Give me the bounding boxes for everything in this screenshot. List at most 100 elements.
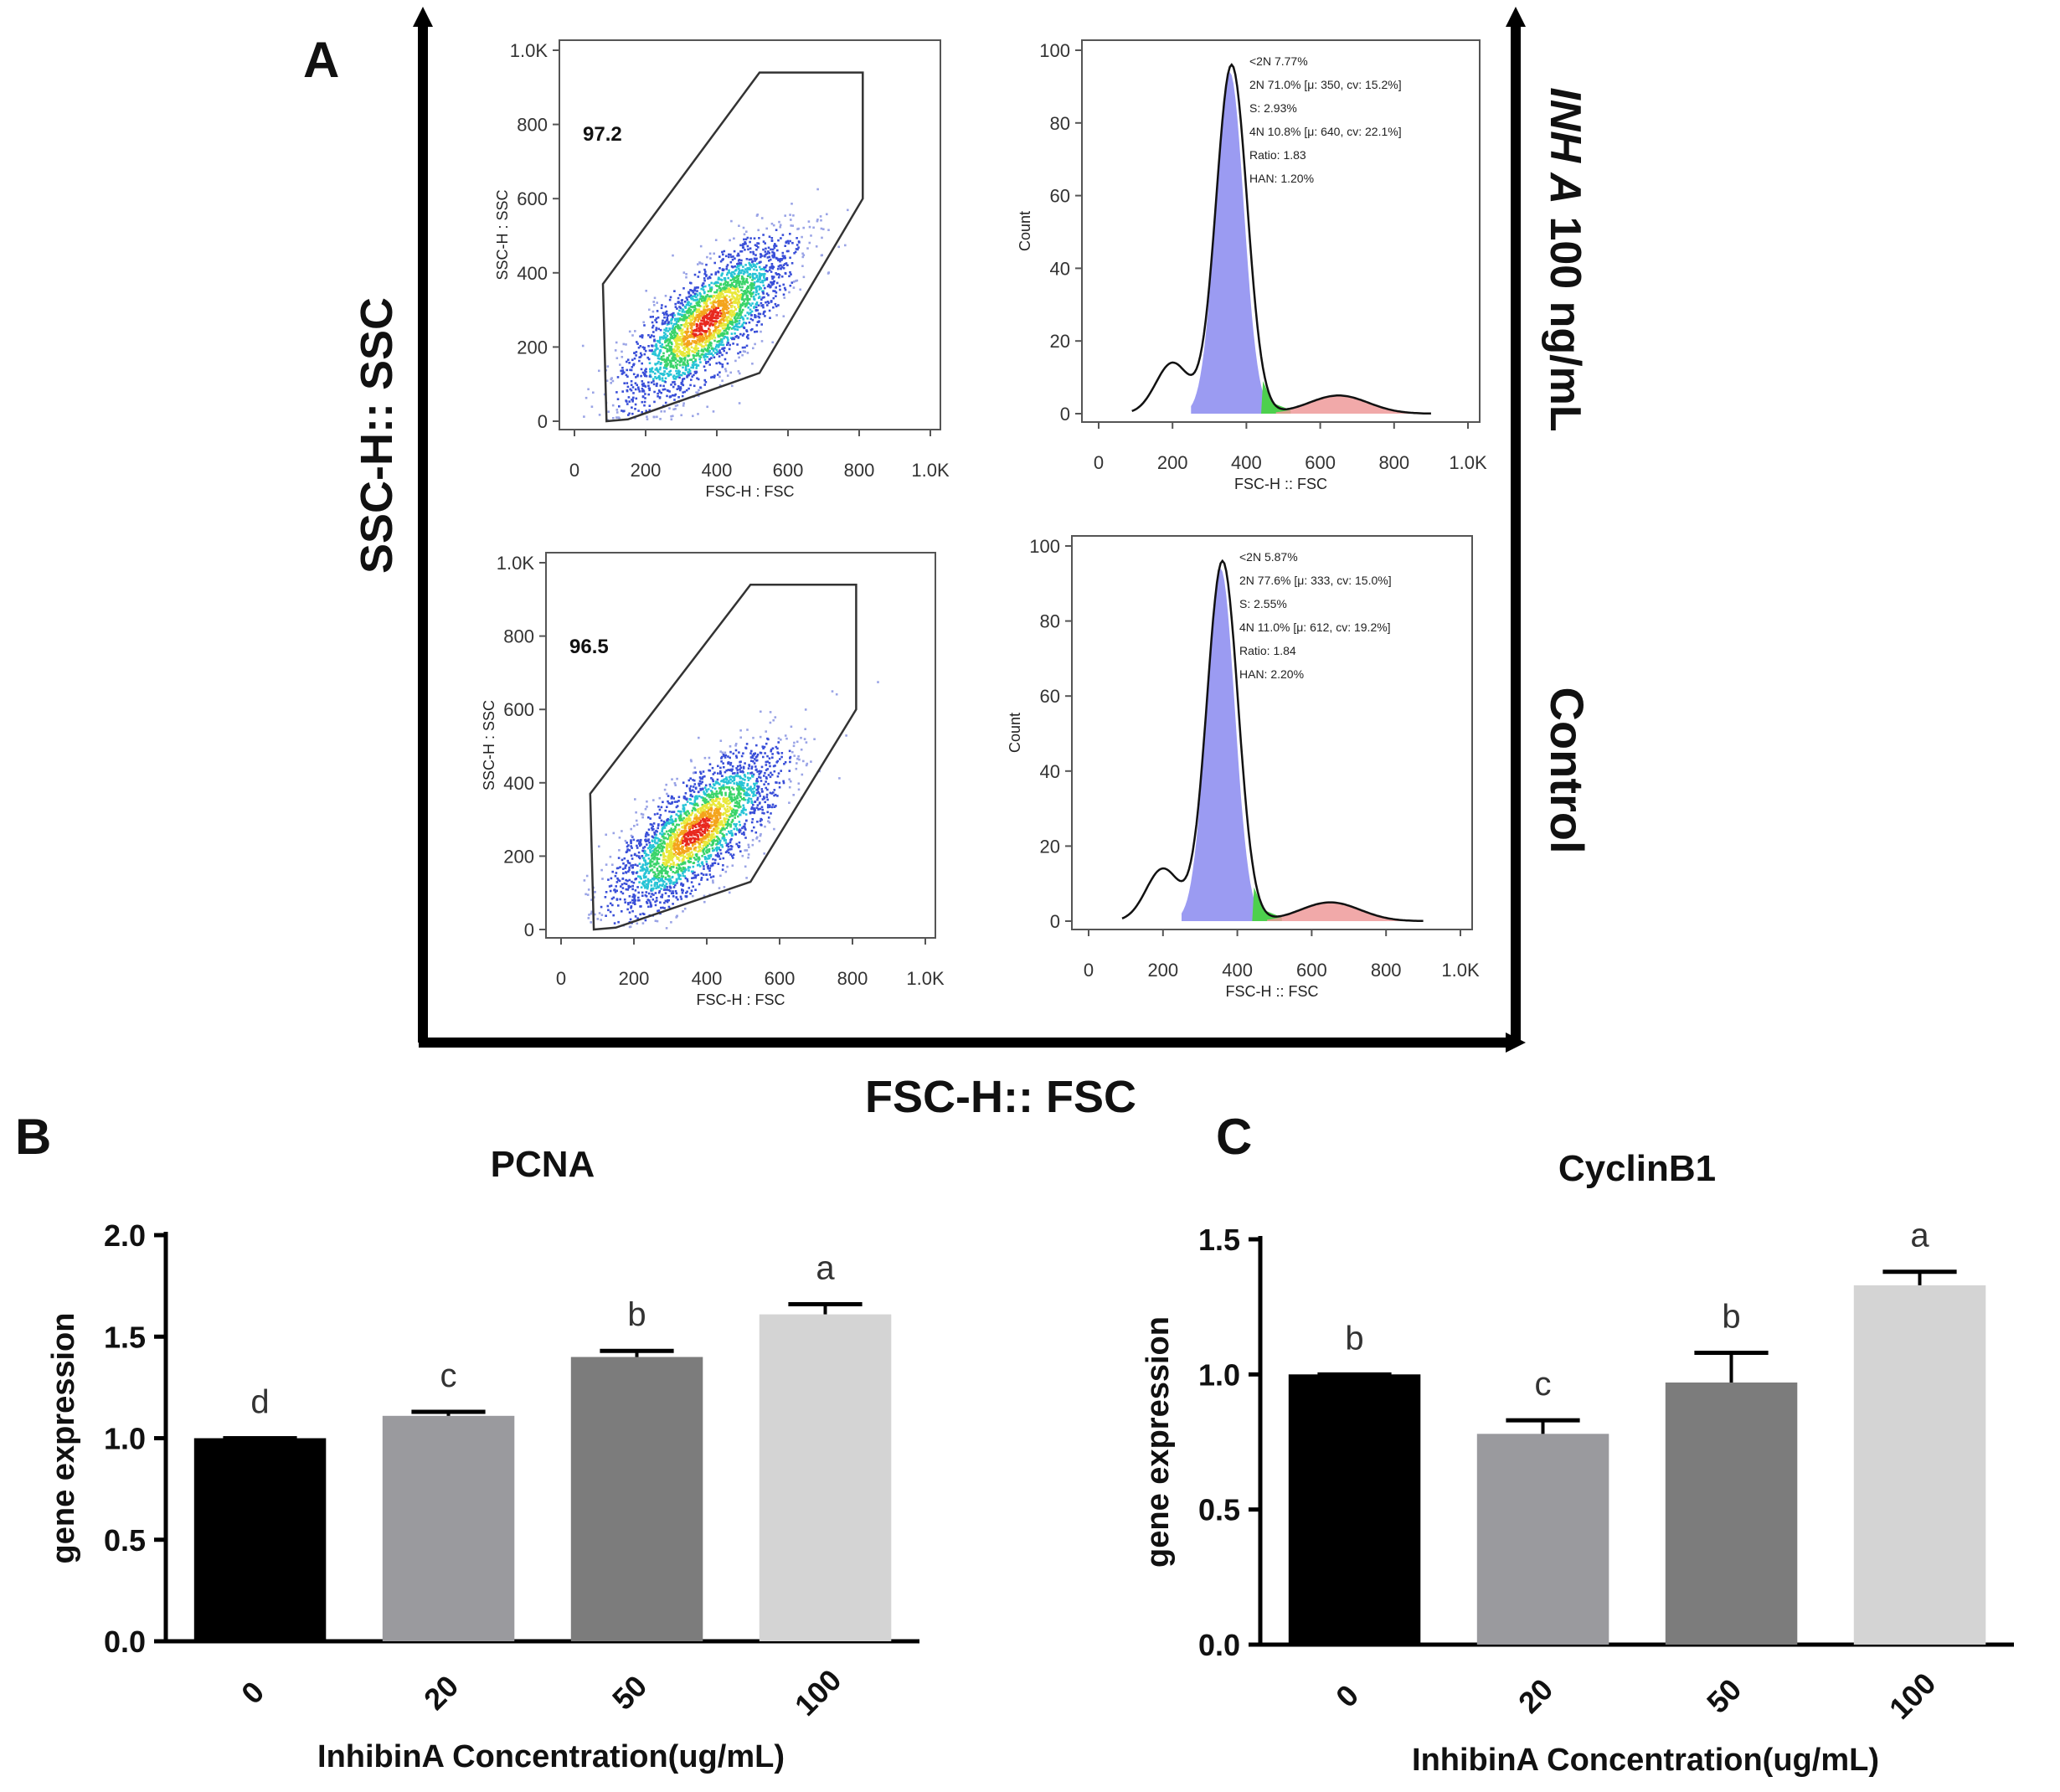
cell-cycle-stat: <2N 7.77% bbox=[1249, 54, 1308, 68]
s-phase bbox=[1261, 380, 1291, 414]
bar-y-tick-label: 0.5 bbox=[1198, 1493, 1240, 1527]
hist-x-axis-label: FSC-H :: FSC bbox=[1226, 983, 1319, 1000]
scatter-y-tick-label: 0 bbox=[538, 411, 548, 432]
cell-cycle-stat: 2N 77.6% [μ: 333, cv: 15.0%] bbox=[1239, 574, 1392, 587]
row-label-bottom: Control bbox=[1541, 687, 1594, 853]
bar-x-tick-label: 100 bbox=[1882, 1666, 1942, 1725]
hist-frame bbox=[1071, 535, 1473, 930]
significance-letter: c bbox=[440, 1357, 457, 1394]
bar-20 bbox=[1476, 1434, 1609, 1645]
cell-cycle-stat: Ratio: 1.83 bbox=[1249, 148, 1306, 162]
histogram-outline bbox=[1131, 63, 1431, 415]
scatter-x-tick-label: 1.0K bbox=[911, 460, 950, 481]
scatter-x-tick-label: 400 bbox=[692, 968, 723, 989]
bar-y-tick-label: 0.5 bbox=[104, 1523, 146, 1558]
scatter-x-tick-label: 0 bbox=[569, 460, 579, 481]
cell-cycle-stat: 4N 10.8% [μ: 640, cv: 22.1%] bbox=[1249, 125, 1402, 138]
hist-y-tick-label: 60 bbox=[1040, 686, 1060, 707]
hist-x-tick-label: 800 bbox=[1371, 960, 1402, 981]
bar-0 bbox=[193, 1438, 327, 1641]
s-phase bbox=[1252, 887, 1282, 921]
hist-x-tick-label: 600 bbox=[1305, 452, 1336, 473]
scatter-y-tick-label: 200 bbox=[517, 337, 548, 358]
significance-letter: b bbox=[1722, 1299, 1740, 1336]
bar-y-tick-label: 1.0 bbox=[104, 1422, 146, 1456]
bar-y-tick-label: 2.0 bbox=[104, 1218, 146, 1253]
cell-cycle-stat: S: 2.55% bbox=[1239, 597, 1287, 610]
outer-axes bbox=[413, 7, 1526, 1053]
bar-y-axis-label: gene expression bbox=[46, 1313, 81, 1564]
scatter-y-tick-label: 200 bbox=[503, 846, 534, 867]
row-label-top: INH A 100 ng/mL bbox=[1541, 87, 1589, 431]
histogram-outline bbox=[1121, 559, 1424, 923]
g2-peak bbox=[1267, 902, 1416, 921]
scatter-x-tick-label: 600 bbox=[765, 968, 796, 989]
cell-cycle-stat: HAN: 1.20% bbox=[1249, 172, 1314, 185]
bar-x-axis-label: InhibinA Concentration(ug/mL) bbox=[1412, 1743, 1879, 1778]
cell-cycle-stat: 2N 71.0% [μ: 350, cv: 15.2%] bbox=[1249, 78, 1402, 91]
hist-x-tick-label: 200 bbox=[1157, 452, 1188, 473]
scatter-frame bbox=[559, 39, 941, 430]
hist-y-tick-label: 0 bbox=[1050, 911, 1060, 932]
bar-100 bbox=[759, 1314, 892, 1641]
bar-x-tick-label: 20 bbox=[1512, 1672, 1559, 1720]
hist-x-tick-label: 1.0K bbox=[1441, 960, 1480, 981]
bar-x-tick-label: 100 bbox=[788, 1662, 847, 1722]
scatter-y-tick-label: 0 bbox=[524, 919, 534, 940]
panel-a-label: A bbox=[303, 32, 339, 88]
scatter-plot-top: 0 200 400 600 800 1.0K 0 200 400 600 800 1.0K FSC-H … bbox=[494, 39, 950, 500]
scatter-x-tick-label: 600 bbox=[773, 460, 804, 481]
scatter-y-axis-label: SSC-H : SSC bbox=[494, 189, 511, 280]
hist-y-tick-label: 60 bbox=[1050, 186, 1070, 207]
hist-y-axis-label: Count bbox=[1007, 713, 1023, 753]
hist-y-tick-label: 100 bbox=[1039, 40, 1070, 61]
hist-x-tick-label: 1.0K bbox=[1449, 452, 1487, 473]
cell-cycle-stat: Ratio: 1.84 bbox=[1239, 644, 1296, 657]
bar-x-axis-label: InhibinA Concentration(ug/mL) bbox=[317, 1739, 785, 1774]
scatter-x-tick-label: 800 bbox=[837, 968, 868, 989]
cell-cycle-stat: S: 2.93% bbox=[1249, 101, 1297, 115]
bar-y-tick-label: 1.5 bbox=[104, 1320, 146, 1354]
g1-peak bbox=[1191, 72, 1273, 414]
hist-y-tick-label: 20 bbox=[1050, 331, 1070, 352]
scatter-y-tick-label: 1.0K bbox=[497, 553, 535, 574]
bar-0 bbox=[1288, 1374, 1421, 1645]
scatter-y-axis-label: SSC-H : SSC bbox=[481, 700, 497, 790]
bar-y-tick-label: 0.0 bbox=[1198, 1628, 1240, 1662]
scatter-plot-bottom: 0 200 400 600 800 1.0K 0 200 400 600 800 1.0K FSC-H … bbox=[481, 552, 945, 1008]
scatter-y-tick-label: 400 bbox=[517, 263, 548, 284]
significance-letter: a bbox=[816, 1249, 835, 1286]
scatter-density-cloud bbox=[581, 188, 849, 422]
hist-x-tick-label: 0 bbox=[1094, 452, 1104, 473]
hist-x-tick-label: 600 bbox=[1296, 960, 1327, 981]
hist-y-axis-label: Count bbox=[1017, 211, 1033, 251]
hist-x-tick-label: 0 bbox=[1084, 960, 1094, 981]
bar-chart-title: CyclinB1 bbox=[1558, 1148, 1716, 1189]
bar-y-tick-label: 1.5 bbox=[1198, 1223, 1240, 1257]
bar-y-tick-label: 1.0 bbox=[1198, 1357, 1240, 1392]
panel-b-label: B bbox=[15, 1109, 51, 1165]
bar-x-tick-label: 50 bbox=[605, 1669, 653, 1717]
bar-x-tick-label: 0 bbox=[234, 1675, 270, 1711]
hist-frame bbox=[1081, 39, 1481, 423]
cell-cycle-stat: HAN: 2.20% bbox=[1239, 667, 1304, 681]
hist-y-tick-label: 40 bbox=[1040, 761, 1060, 782]
scatter-frame bbox=[545, 552, 936, 939]
scatter-x-tick-label: 400 bbox=[702, 460, 733, 481]
outer-y-axis-label: SSC-H:: SSC bbox=[352, 297, 402, 574]
outer-x-axis-label: FSC-H:: FSC bbox=[865, 1072, 1136, 1122]
hist-y-tick-label: 100 bbox=[1029, 536, 1060, 557]
cell-cycle-stat: 4N 11.0% [μ: 612, cv: 19.2%] bbox=[1239, 621, 1391, 634]
scatter-y-tick-label: 800 bbox=[517, 115, 548, 136]
significance-letter: b bbox=[627, 1296, 646, 1333]
hist-x-tick-label: 400 bbox=[1231, 452, 1262, 473]
scatter-y-tick-label: 800 bbox=[503, 626, 534, 647]
bar-y-axis-label: gene expression bbox=[1141, 1316, 1176, 1568]
scatter-x-axis-label: FSC-H : FSC bbox=[697, 991, 785, 1008]
scatter-gate bbox=[589, 584, 857, 931]
bar-50 bbox=[1665, 1383, 1798, 1645]
hist-x-tick-label: 800 bbox=[1378, 452, 1409, 473]
hist-y-tick-label: 0 bbox=[1060, 404, 1070, 425]
